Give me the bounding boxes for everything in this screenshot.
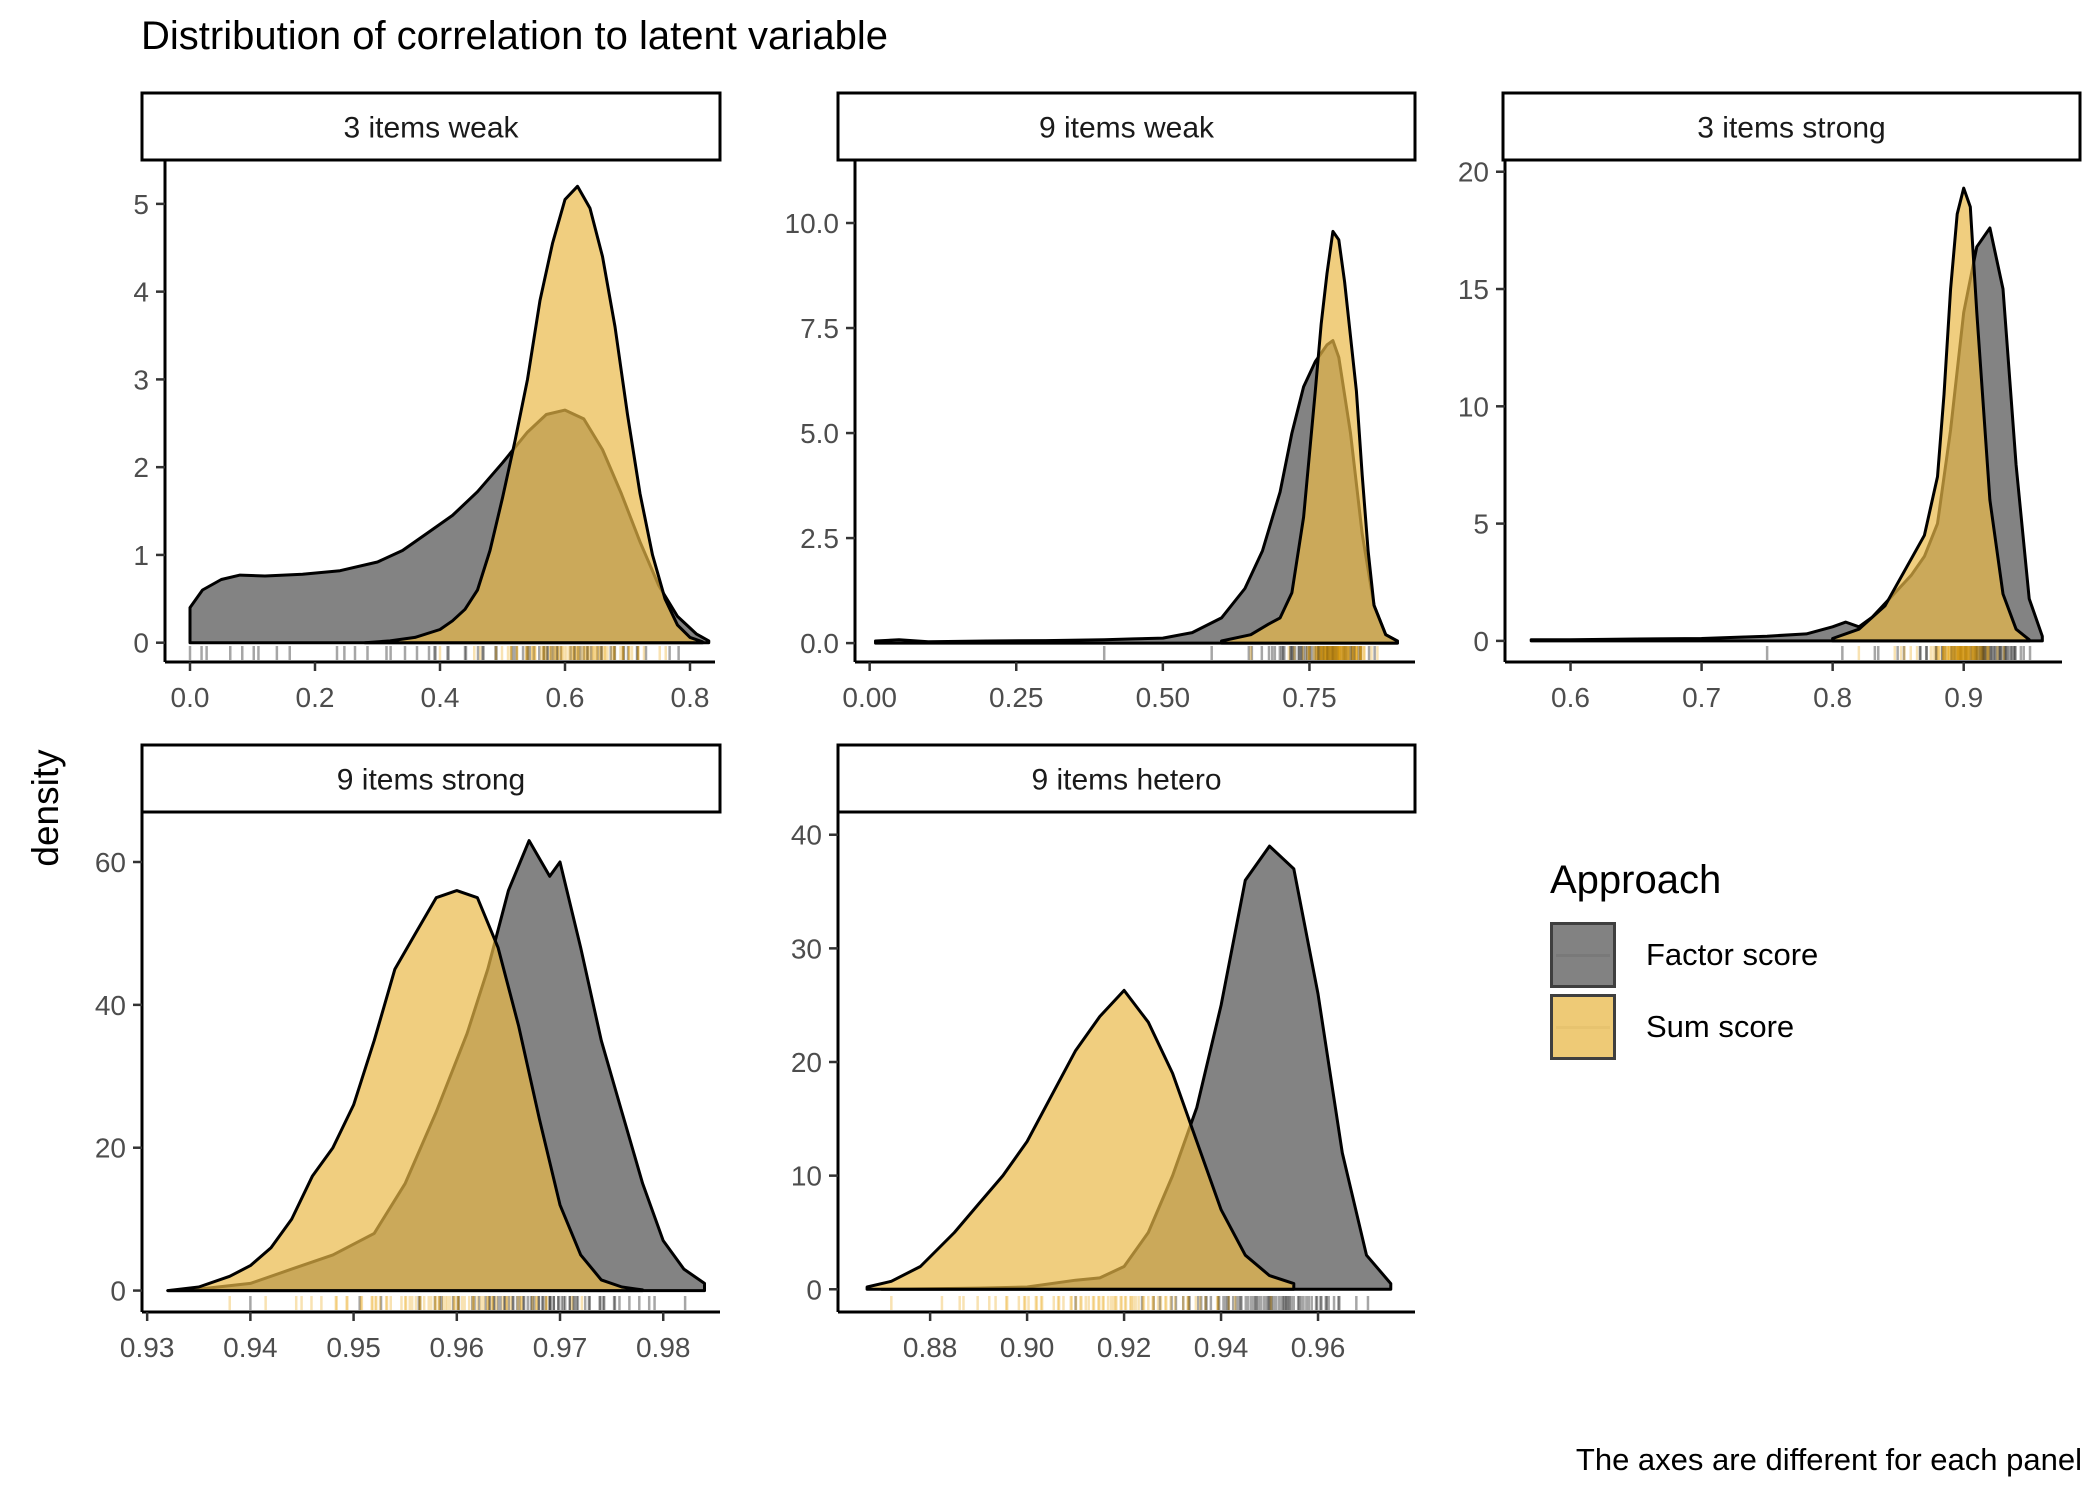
- legend-item-factor-score: Factor score: [1550, 919, 1818, 991]
- y-tick-label: 3: [133, 364, 149, 395]
- facet-strip-label: 3 items strong: [1697, 112, 1885, 145]
- y-tick-label: 20: [791, 1047, 822, 1078]
- y-tick-label: 10: [1458, 391, 1489, 422]
- rug-factor-score: [1765, 646, 2032, 660]
- panel-3-items-weak: 3 items weak 0 1 2 3 4 5 0.0 0.2 0.4 0.6 0.8: [133, 91, 722, 713]
- x-tick-label: 0.96: [1291, 1332, 1346, 1363]
- x-tick-label: 0.25: [989, 682, 1044, 713]
- y-tick-label: 0: [1473, 626, 1489, 657]
- y-tick-label: 1: [133, 540, 149, 571]
- facet-strip-label: 9 items strong: [337, 764, 525, 797]
- facet-strip: [140, 743, 722, 814]
- x-tick-label: 0.97: [533, 1332, 588, 1363]
- panel-9-items-weak: 9 items weak 0.0 2.5 5.0 7.5 10.0 0.00 0.25 0.50…: [785, 91, 1417, 713]
- x-tick-label: 0.96: [430, 1332, 485, 1363]
- x-tick-label: 0.00: [842, 682, 897, 713]
- facet-strip-label: 9 items hetero: [1031, 764, 1221, 797]
- facet-strip-label: 3 items weak: [343, 112, 519, 145]
- x-tick-label: 0.2: [296, 682, 335, 713]
- rug-factor-score: [188, 646, 680, 660]
- x-tick-label: 0.4: [421, 682, 460, 713]
- y-tick-label: 5.0: [800, 418, 839, 449]
- rug-sum-score: [228, 1296, 584, 1310]
- rug-factor-score: [249, 1296, 687, 1310]
- x-tick-label: 0.90: [1000, 1332, 1055, 1363]
- x-tick-label: 0.9: [1944, 682, 1983, 713]
- y-tick-label: 2: [133, 452, 149, 483]
- y-tick-label: 20: [1458, 157, 1489, 188]
- y-tick-label: 15: [1458, 274, 1489, 305]
- y-tick-label: 0: [806, 1274, 822, 1305]
- density-area-sum-score: [1219, 229, 1399, 645]
- panel-9-items-strong: 9 items strong 0 20 40 60 0.93 0.94 0.95 0.96 0.9…: [95, 743, 722, 1363]
- density-area-sum-score: [166, 889, 645, 1293]
- x-tick-label: 0.95: [326, 1332, 381, 1363]
- y-tick-label: 0.0: [800, 628, 839, 659]
- y-tick-label: 5: [133, 189, 149, 220]
- legend-label: Factor score: [1646, 937, 1819, 972]
- x-tick-label: 0.8: [1813, 682, 1852, 713]
- caption: The axes are different for each panel: [1575, 1442, 2082, 1477]
- x-tick-label: 0.50: [1136, 682, 1191, 713]
- facet-strip: [836, 91, 1417, 162]
- y-tick-label: 20: [95, 1133, 126, 1164]
- chart-title: Distribution of correlation to latent va…: [141, 14, 889, 58]
- legend-title: Approach: [1550, 858, 1722, 902]
- x-tick-label: 0.94: [223, 1332, 278, 1363]
- rug-sum-score: [438, 646, 667, 660]
- y-tick-label: 10.0: [785, 208, 840, 239]
- density-area-sum-score: [865, 988, 1296, 1291]
- y-tick-label: 0: [133, 628, 149, 659]
- x-tick-label: 0.88: [903, 1332, 958, 1363]
- y-tick-label: 7.5: [800, 313, 839, 344]
- legend-label: Sum score: [1646, 1009, 1795, 1044]
- legend: Approach Factor score Sum score: [1550, 858, 1818, 1063]
- x-tick-label: 0.94: [1194, 1332, 1249, 1363]
- y-tick-label: 60: [95, 847, 126, 878]
- y-tick-label: 5: [1473, 509, 1489, 540]
- y-tick-label: 4: [133, 277, 149, 308]
- rug-sum-score: [1249, 646, 1379, 660]
- rug-sum-score: [890, 1296, 1273, 1310]
- y-tick-label: 0: [110, 1276, 126, 1307]
- y-tick-label: 30: [791, 933, 822, 964]
- y-tick-label: 2.5: [800, 523, 839, 554]
- x-tick-label: 0.92: [1097, 1332, 1152, 1363]
- panel-3-items-strong: 3 items strong 0 5 10 15 20 0.6 0.7 0.8 0.9: [1458, 91, 2082, 713]
- rug-factor-score: [1074, 1296, 1370, 1310]
- y-tick-label: 10: [791, 1161, 822, 1192]
- x-tick-label: 0.93: [120, 1332, 175, 1363]
- legend-key-sum-score: [1550, 994, 1616, 1060]
- x-tick-label: 0.98: [636, 1332, 691, 1363]
- y-tick-label: 40: [95, 990, 126, 1021]
- legend-item-sum-score: Sum score: [1550, 991, 1818, 1063]
- facet-strip: [836, 743, 1417, 814]
- y-tick-label: 40: [791, 820, 822, 851]
- rug-factor-score: [1102, 646, 1376, 660]
- legend-key-factor-score: [1550, 922, 1616, 988]
- facet-strip: [140, 91, 722, 162]
- x-tick-label: 0.0: [171, 682, 210, 713]
- panel-9-items-hetero: 9 items hetero 0 10 20 30 40 0.88 0.90 0.92 0.94 0…: [791, 743, 1417, 1363]
- rug-sum-score: [1857, 646, 2006, 660]
- x-tick-label: 0.75: [1282, 682, 1337, 713]
- x-tick-label: 0.8: [671, 682, 710, 713]
- facet-strip: [1501, 91, 2082, 162]
- x-tick-label: 0.6: [546, 682, 585, 713]
- x-tick-label: 0.7: [1682, 682, 1721, 713]
- density-area-sum-score: [1831, 186, 2031, 643]
- x-tick-label: 0.6: [1551, 682, 1590, 713]
- density-area-sum-score: [363, 184, 704, 645]
- facet-strip-label: 9 items weak: [1039, 112, 1215, 145]
